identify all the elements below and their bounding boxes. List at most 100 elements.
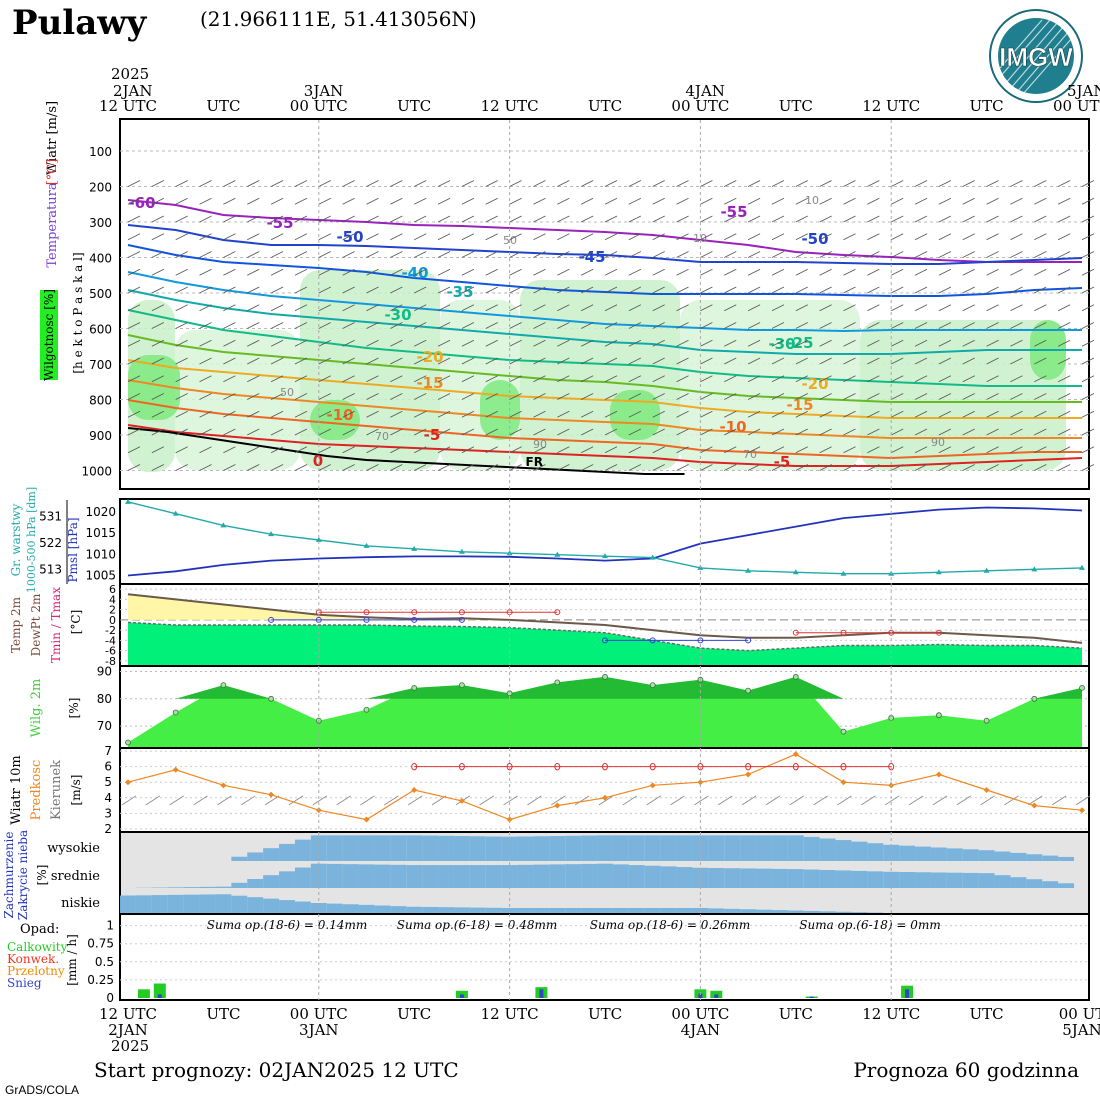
wind-speed-point	[935, 771, 942, 778]
precip-total-bar	[153, 983, 166, 998]
wind-barb	[366, 339, 379, 347]
precip-total-bar	[137, 989, 150, 998]
temp2m-tick-label: 6	[109, 583, 116, 596]
imgw-logo: IMGW	[989, 9, 1083, 103]
wind-barb	[843, 393, 856, 400]
wind-barb	[1010, 304, 1023, 312]
pressure-tick-label: 200	[89, 181, 112, 195]
cloud-bar	[930, 872, 947, 888]
cloud-bar	[724, 868, 741, 888]
wind-barb	[604, 286, 618, 294]
wind-barb	[724, 251, 737, 258]
pmsl-tick-label: 1010	[85, 547, 116, 561]
wind-barb	[724, 446, 737, 454]
cloud-bar	[294, 901, 311, 913]
wind-barb	[962, 197, 975, 205]
wind-barb	[366, 410, 379, 418]
bottom-hour-label: 00 UT	[1059, 1005, 1100, 1023]
cloud-bar	[628, 908, 645, 913]
wind-barb	[1010, 393, 1023, 400]
wind-barb	[652, 233, 665, 241]
isotherm-label: -10	[326, 406, 353, 424]
wind-barb	[390, 286, 403, 294]
wind-barb	[652, 268, 665, 276]
isotherm-line	[127, 289, 1082, 355]
wind-barb	[795, 215, 808, 223]
hum2m-point	[411, 684, 418, 691]
wind-barb	[1010, 375, 1023, 383]
geopotential-point	[506, 550, 513, 556]
wind-barb	[247, 357, 260, 365]
wind-barb	[318, 410, 331, 418]
geo-tick-label: 531	[39, 510, 62, 524]
precip-legend-item: Calkowity	[7, 940, 68, 954]
wind-barb	[247, 251, 260, 258]
isotherm-label: -50	[336, 228, 363, 246]
wind-barb	[414, 446, 427, 454]
wind-barb	[604, 339, 618, 347]
wind10m-tick-label: 7	[104, 744, 112, 758]
wind-barb	[628, 410, 642, 418]
isotherm-label: -30	[384, 306, 411, 324]
wind10m-barb	[312, 795, 328, 806]
wind-barb	[223, 268, 236, 276]
wind-barb	[175, 428, 188, 436]
wind-barb	[270, 428, 284, 436]
wind-barb	[676, 180, 689, 187]
wind-barb	[485, 197, 498, 205]
wind-barb	[652, 322, 665, 329]
cloud-bar	[676, 867, 693, 888]
bottom-hour-label: 12 UTC	[862, 1005, 920, 1023]
wind-barb	[986, 180, 999, 187]
wind10m-barb	[121, 795, 137, 806]
wind-barb	[962, 339, 975, 347]
wind10m-barb	[932, 795, 948, 806]
wind-barb	[819, 428, 832, 436]
wind-barb	[867, 304, 880, 312]
wind-barb	[509, 357, 522, 365]
isotherm-label: -45	[578, 248, 605, 266]
wind-barb	[580, 446, 594, 454]
wind-barb	[843, 339, 856, 347]
cloud-bar	[326, 863, 343, 888]
wind-barb	[676, 393, 689, 400]
wind10m-barb	[479, 795, 494, 806]
geo-ticks: 531 522 513	[39, 500, 68, 584]
time-gridlines	[318, 120, 892, 1000]
precip-snow-bar	[157, 994, 162, 998]
wind-barb	[962, 446, 975, 454]
wind10m-barb	[407, 795, 423, 806]
wind-barb	[604, 197, 618, 205]
wind-barb	[151, 251, 165, 258]
wind-barb	[604, 180, 618, 187]
precip-snow-bar	[905, 989, 910, 998]
wind-barb	[557, 233, 570, 241]
wind-barb	[580, 251, 594, 258]
geopotential-point	[935, 569, 942, 575]
wind-barb	[580, 180, 594, 187]
wind10m-barb	[360, 795, 375, 806]
cloud-bar	[310, 835, 327, 861]
cloud-bar	[231, 856, 248, 861]
wind-barb	[414, 286, 427, 294]
wind-barb	[509, 446, 522, 454]
wind-barb	[819, 339, 832, 347]
humidity-contour-label: 70	[743, 448, 757, 461]
wind-barb	[914, 428, 928, 436]
wind-barb	[223, 375, 236, 383]
precip-tick-label: 1	[106, 919, 114, 933]
wind-barb	[938, 304, 952, 312]
wind10m-barb	[765, 795, 781, 806]
wind10m-tick-label: 5	[104, 775, 112, 789]
cloud-bar	[724, 835, 741, 861]
cloud-bar	[469, 907, 486, 913]
wind-barb	[557, 268, 570, 276]
temp2m-tick-label: -8	[105, 655, 116, 668]
wind-barb	[628, 251, 642, 258]
wind-barb	[580, 357, 594, 365]
wind-barb	[414, 180, 427, 187]
wind-barb	[1010, 464, 1023, 471]
wind-barb	[390, 197, 403, 205]
hum2m-tick-label: 80	[97, 692, 112, 706]
